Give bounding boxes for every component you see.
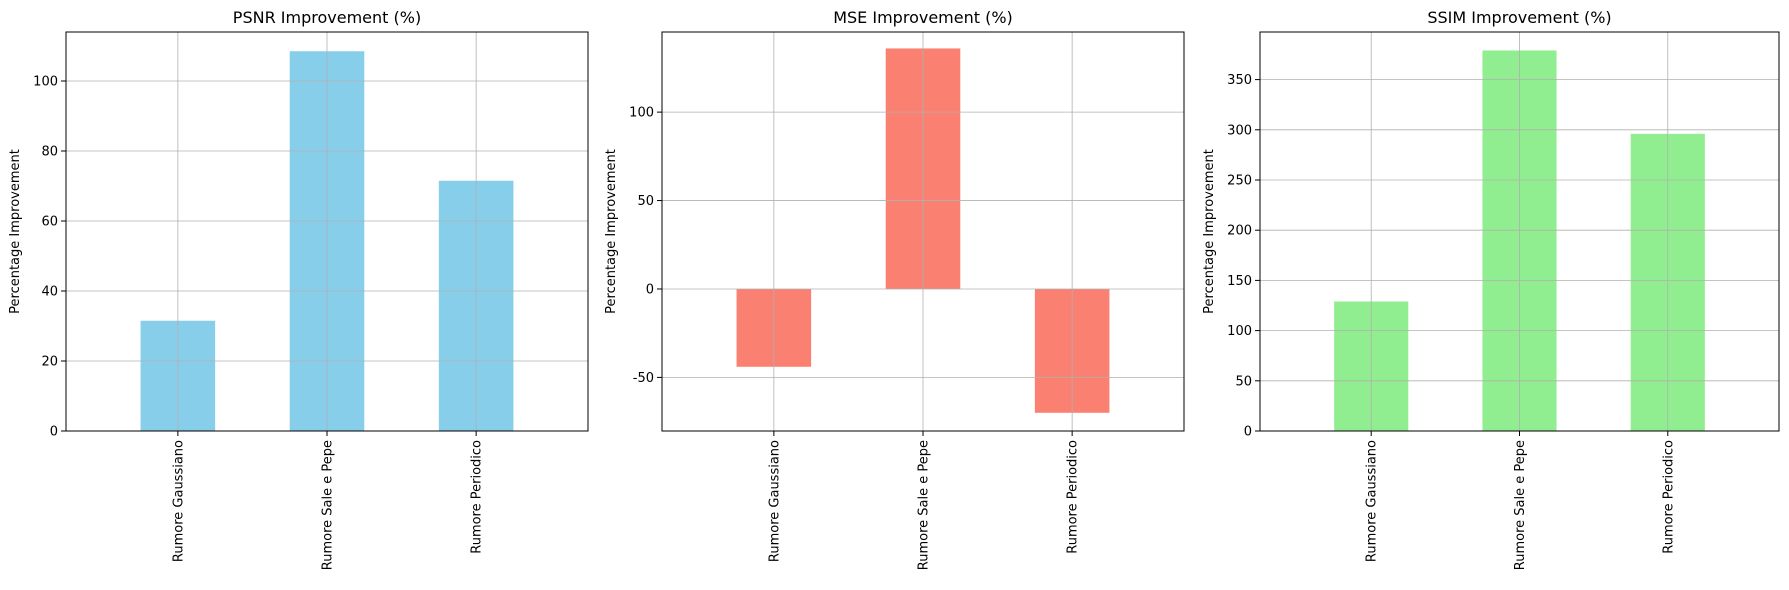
y-tick-label: 50 <box>1235 374 1252 389</box>
x-tick-label: Rumore Gaussiano <box>171 440 186 562</box>
x-tick-label: Rumore Periodico <box>1661 440 1676 554</box>
y-tick-label: 80 <box>41 145 58 160</box>
y-tick-label: 20 <box>41 355 58 370</box>
y-tick-label: -50 <box>633 371 654 386</box>
x-tick-label: Rumore Periodico <box>1066 440 1081 554</box>
y-tick-label: 100 <box>1227 324 1252 339</box>
y-tick-label: 60 <box>41 215 58 230</box>
y-tick-label: 50 <box>637 194 654 209</box>
y-tick-label: 250 <box>1227 173 1252 188</box>
y-axis-label: Percentage Improvement <box>1202 149 1217 314</box>
x-tick-label: Rumore Gaussiano <box>1365 440 1380 562</box>
y-tick-label: 0 <box>50 425 58 440</box>
y-tick-label: 200 <box>1227 224 1252 239</box>
x-tick-label: Rumore Periodico <box>470 440 485 554</box>
chart-title: SSIM Improvement (%) <box>1427 8 1611 27</box>
y-tick-label: 0 <box>1244 425 1252 440</box>
y-tick-label: 300 <box>1227 123 1252 138</box>
chart-panel-1: PSNR Improvement (%) 0 20 40 60 80 100 Rumore G… <box>8 8 589 570</box>
y-tick-label: 40 <box>41 285 58 300</box>
y-tick-label: 0 <box>646 282 654 297</box>
y-tick-label: 100 <box>629 106 654 121</box>
chart-title: MSE Improvement (%) <box>833 8 1013 27</box>
chart-panel-2: MSE Improvement (%) -50 0 50 100 Rumore Gauss… <box>604 8 1185 570</box>
y-axis-label: Percentage Improvement <box>604 149 619 314</box>
y-tick-label: 150 <box>1227 274 1252 289</box>
y-axis-label: Percentage Improvement <box>8 149 23 314</box>
x-tick-label: Rumore Sale e Pepe <box>917 440 932 570</box>
y-tick-label: 350 <box>1227 73 1252 88</box>
chart-title: PSNR Improvement (%) <box>233 8 421 27</box>
y-tick-label: 100 <box>33 75 58 90</box>
chart-panel-3: SSIM Improvement (%) 0 50 100 150 200 250 300 35… <box>1202 8 1780 570</box>
x-tick-label: Rumore Sale e Pepe <box>321 440 336 570</box>
x-tick-label: Rumore Gaussiano <box>767 440 782 562</box>
x-tick-label: Rumore Sale e Pepe <box>1513 440 1528 570</box>
